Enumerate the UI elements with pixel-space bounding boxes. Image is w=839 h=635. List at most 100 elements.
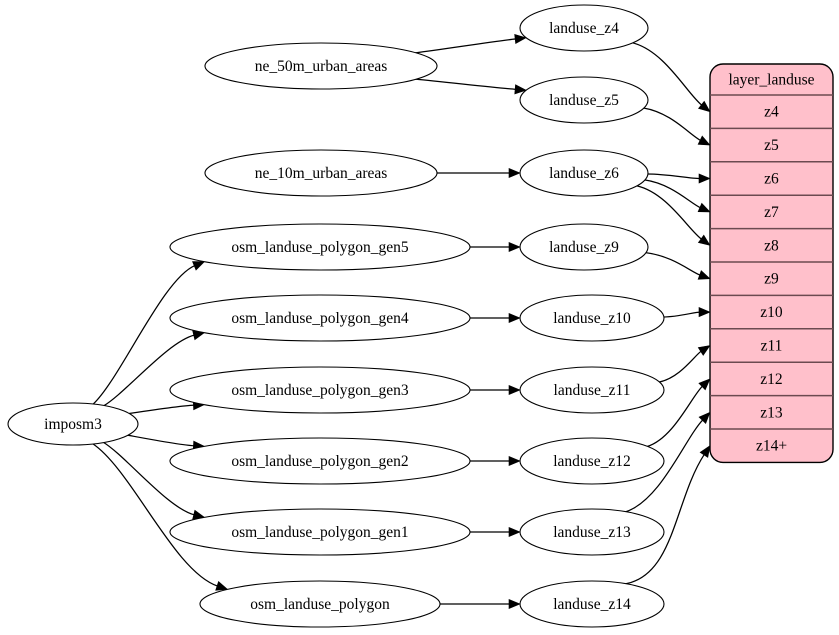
node-osm_landuse_polygon_gen4[interactable]: osm_landuse_polygon_gen4	[169, 294, 471, 342]
edge-arrow	[508, 312, 521, 324]
layer-table-row[interactable]: z8	[710, 229, 833, 262]
node-osm_landuse_polygon_gen5[interactable]: osm_landuse_polygon_gen5	[169, 223, 471, 271]
edge-landuse_z6-to-z7	[644, 179, 711, 213]
view-node-ellipse	[519, 149, 649, 197]
node-landuse_z6[interactable]: landuse_z6	[519, 149, 649, 197]
edge-arrow	[508, 241, 521, 253]
edge-arrow	[508, 167, 521, 179]
view-node-ellipse	[519, 508, 665, 556]
layer-table-cell-label: z14+	[756, 438, 787, 455]
edge-arrow	[697, 234, 711, 246]
layer-table-cell-label: z4	[764, 104, 779, 121]
edge-arrow	[514, 84, 527, 95]
node-landuse_z4[interactable]: landuse_z4	[519, 4, 649, 52]
edge-landuse_z4-to-z4	[632, 42, 711, 113]
layer-table-row[interactable]: z4	[710, 95, 833, 128]
node-label: osm_landuse_polygon_gen1	[231, 524, 408, 541]
edge-line	[645, 251, 701, 276]
view-node-ellipse	[519, 294, 665, 342]
edge-landuse_z5-to-z5	[643, 107, 711, 146]
view-node-ellipse	[519, 223, 649, 271]
edge-line	[663, 311, 701, 318]
layer-table-row[interactable]: z5	[710, 128, 833, 161]
edge-landuse_z11-to-z11	[658, 345, 711, 383]
edge-landuse_z10-to-z10	[663, 307, 711, 318]
layer-table-cell-label: z8	[764, 237, 779, 254]
node-label: landuse_z13	[553, 524, 631, 541]
source-node-ellipse	[204, 149, 438, 197]
edge-osm_landuse_polygon_gen1-to-landuse_z13	[470, 526, 521, 538]
layer-table-row[interactable]: z7	[710, 195, 833, 228]
node-osm_landuse_polygon_gen2[interactable]: osm_landuse_polygon_gen2	[169, 437, 471, 485]
node-label: osm_landuse_polygon	[250, 596, 390, 613]
node-landuse_z14[interactable]: landuse_z14	[519, 580, 665, 628]
layer-table-cell-label: z7	[764, 204, 779, 221]
node-label: ne_10m_urban_areas	[255, 165, 388, 182]
source-node-ellipse	[204, 42, 438, 90]
node-landuse_z5[interactable]: landuse_z5	[519, 76, 649, 124]
edge-line	[647, 173, 701, 180]
node-landuse_z10[interactable]: landuse_z10	[519, 294, 665, 342]
node-label: landuse_z14	[553, 596, 631, 613]
layer-table-header-label: layer_landuse	[728, 72, 814, 89]
edge-line	[415, 38, 517, 54]
layer-table-cell-label: z11	[761, 338, 783, 355]
node-osm_landuse_polygon_gen1[interactable]: osm_landuse_polygon_gen1	[169, 508, 471, 556]
node-label: osm_landuse_polygon_gen2	[231, 453, 408, 470]
edge-line	[625, 419, 704, 513]
node-ne_10m_urban_areas[interactable]: ne_10m_urban_areas	[204, 149, 438, 197]
node-label: ne_50m_urban_areas	[255, 58, 388, 75]
edge-line	[643, 107, 702, 142]
edge-landuse_z14-to-z14+	[625, 445, 711, 585]
layer-table-cell-label: z12	[760, 371, 782, 388]
layer-table-row[interactable]: z9	[710, 262, 833, 295]
source-node-ellipse	[169, 294, 471, 342]
edge-line	[92, 442, 219, 587]
edge-line	[102, 334, 195, 407]
node-label: landuse_z5	[549, 92, 619, 109]
node-ne_50m_urban_areas[interactable]: ne_50m_urban_areas	[204, 42, 438, 90]
edge-landuse_z6-to-z8	[636, 185, 711, 246]
edge-arrow	[508, 455, 521, 467]
edge-osm_landuse_polygon_gen2-to-landuse_z12	[470, 455, 521, 467]
source-node-ellipse	[169, 223, 471, 271]
node-osm_landuse_polygon_gen3[interactable]: osm_landuse_polygon_gen3	[169, 366, 471, 414]
node-label: osm_landuse_polygon_gen3	[231, 382, 409, 399]
layer-table-row[interactable]: z14+	[710, 429, 833, 462]
node-label: landuse_z9	[549, 239, 619, 256]
edges-layer	[92, 34, 711, 610]
edge-arrow	[698, 307, 711, 318]
edge-arrow	[508, 384, 521, 396]
node-landuse_z13[interactable]: landuse_z13	[519, 508, 665, 556]
layer-table-row[interactable]: z11	[710, 329, 833, 362]
node-imposm3[interactable]: imposm3	[7, 402, 139, 446]
layer-table-cell-label: z13	[760, 404, 783, 421]
layer-table-cell-label: z9	[764, 271, 779, 288]
layer-table-row[interactable]: z13	[710, 396, 833, 429]
layer-table-row[interactable]: z12	[710, 362, 833, 395]
node-label: landuse_z11	[554, 382, 631, 399]
node-osm_landuse_polygon[interactable]: osm_landuse_polygon	[199, 580, 441, 628]
edge-ne50-landuse_z5	[415, 78, 527, 95]
layer-table-row[interactable]: z6	[710, 162, 833, 195]
edge-arrow	[698, 100, 711, 113]
edge-line	[636, 185, 703, 240]
edge-arrow	[508, 526, 521, 538]
node-landuse_z11[interactable]: landuse_z11	[519, 366, 665, 414]
node-landuse_z9[interactable]: landuse_z9	[519, 223, 649, 271]
layer-table-row[interactable]: z10	[710, 295, 833, 328]
layer-landuse-table: layer_landuse z4 z5 z6 z7 z8 z9 z10 z11 z12 z13 z14…	[709, 63, 834, 464]
edge-osm_landuse_polygon-to-landuse_z14	[440, 598, 521, 610]
node-landuse_z12[interactable]: landuse_z12	[519, 437, 665, 485]
source-node-ellipse	[169, 508, 471, 556]
edge-line	[125, 404, 195, 415]
edge-arrow	[698, 411, 711, 424]
edge-arrow	[508, 598, 521, 610]
edge-line	[632, 42, 703, 106]
node-label: landuse_z6	[549, 165, 619, 182]
layer-table-cell-label: z10	[760, 304, 783, 321]
edge-arrow	[697, 135, 711, 146]
edge-arrow	[697, 345, 711, 356]
edge-osm_landuse_polygon	[92, 442, 229, 591]
